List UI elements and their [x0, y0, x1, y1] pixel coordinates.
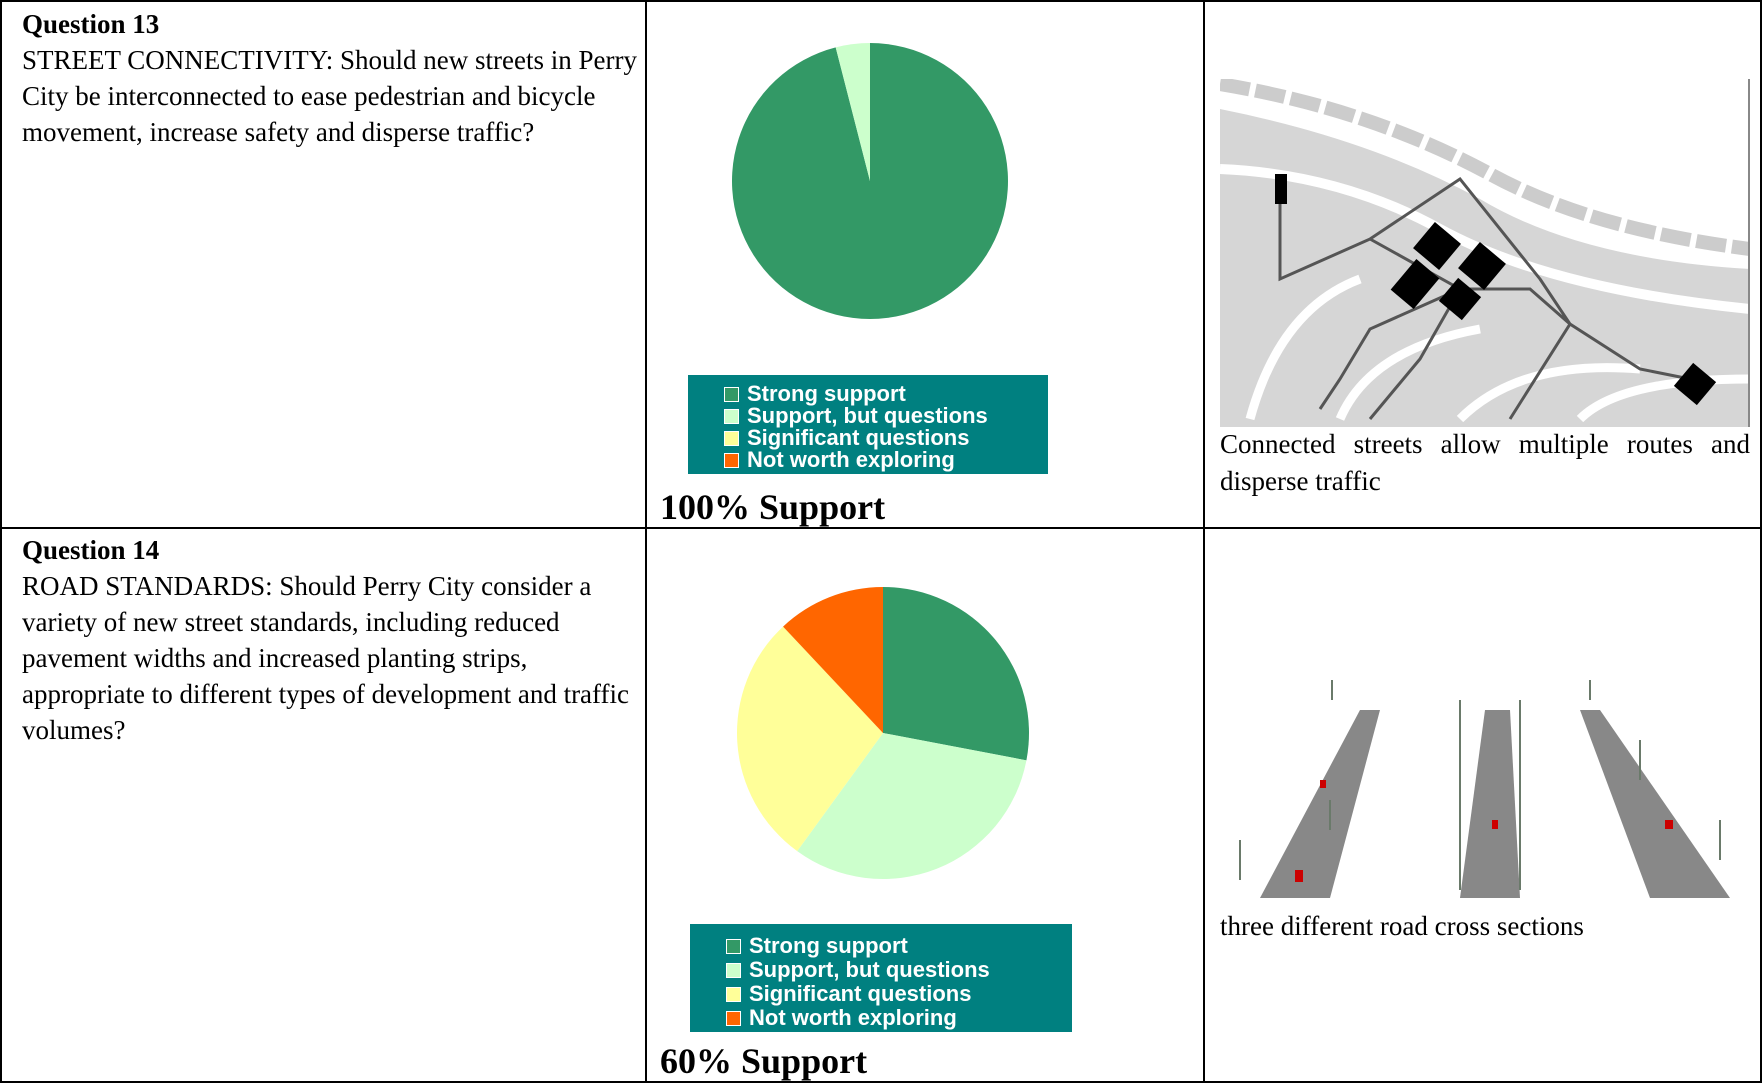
question-text: ROAD STANDARDS: Should Perry City consid… [22, 571, 630, 745]
legend-item: Support, but questions [724, 405, 1048, 427]
question-heading: Question 14 [22, 535, 160, 565]
legend-label: Support, but questions [747, 403, 988, 428]
legend-swatch [724, 408, 739, 424]
street-map [1220, 79, 1750, 427]
question-text: STREET CONNECTIVITY: Should new streets … [22, 45, 637, 147]
legend-label: Significant questions [749, 981, 972, 1006]
legend-swatch [724, 430, 739, 446]
legend-swatch [726, 1010, 741, 1026]
pie-slice [737, 626, 883, 852]
pie-slice [883, 587, 1029, 761]
legend-label: Not worth exploring [749, 1005, 957, 1030]
legend-item: Significant questions [726, 982, 1072, 1006]
legend-label: Not worth exploring [747, 447, 955, 472]
legend-label: Support, but questions [749, 957, 990, 982]
legend: Strong support Support, but questions Sign… [690, 924, 1072, 1032]
image-caption: Connected streets allow multiple routes … [1220, 429, 1750, 496]
border [0, 527, 1762, 529]
legend-item: Not worth exploring [726, 1006, 1072, 1030]
border [1203, 0, 1205, 1083]
pie-slice [835, 43, 870, 181]
legend-swatch [724, 452, 739, 468]
road-sections [1239, 680, 1730, 898]
legend-swatch [726, 938, 741, 954]
legend-label: Strong support [747, 381, 906, 406]
pie-chart [737, 587, 1029, 879]
question-cell: Question 14 ROAD STANDARDS: Should Perry… [22, 532, 642, 748]
legend: Strong support Support, but questions Sign… [688, 375, 1048, 474]
pie-slice [797, 733, 1027, 879]
support-result: 60% Support [660, 1041, 868, 1081]
legend-swatch [726, 986, 741, 1002]
support-result: 100% Support [660, 487, 886, 527]
pie-slice [783, 587, 883, 733]
border [0, 0, 2, 1083]
pie-chart [732, 43, 1008, 320]
legend-item: Not worth exploring [724, 449, 1048, 471]
question-heading: Question 13 [22, 9, 160, 39]
legend-label: Strong support [749, 933, 908, 958]
legend-item: Strong support [724, 383, 1048, 405]
legend-swatch [724, 386, 739, 402]
legend-item: Significant questions [724, 427, 1048, 449]
question-cell: Question 13 STREET CONNECTIVITY: Should … [22, 6, 642, 150]
border [645, 0, 647, 1083]
image-caption: three different road cross sections [1220, 911, 1584, 941]
border [0, 1081, 1762, 1083]
legend-item: Support, but questions [726, 958, 1072, 982]
legend-item: Strong support [726, 934, 1072, 958]
legend-swatch [726, 962, 741, 978]
border [0, 0, 1762, 2]
pie-slice [732, 43, 1008, 320]
border [1760, 0, 1762, 1083]
legend-label: Significant questions [747, 425, 970, 450]
